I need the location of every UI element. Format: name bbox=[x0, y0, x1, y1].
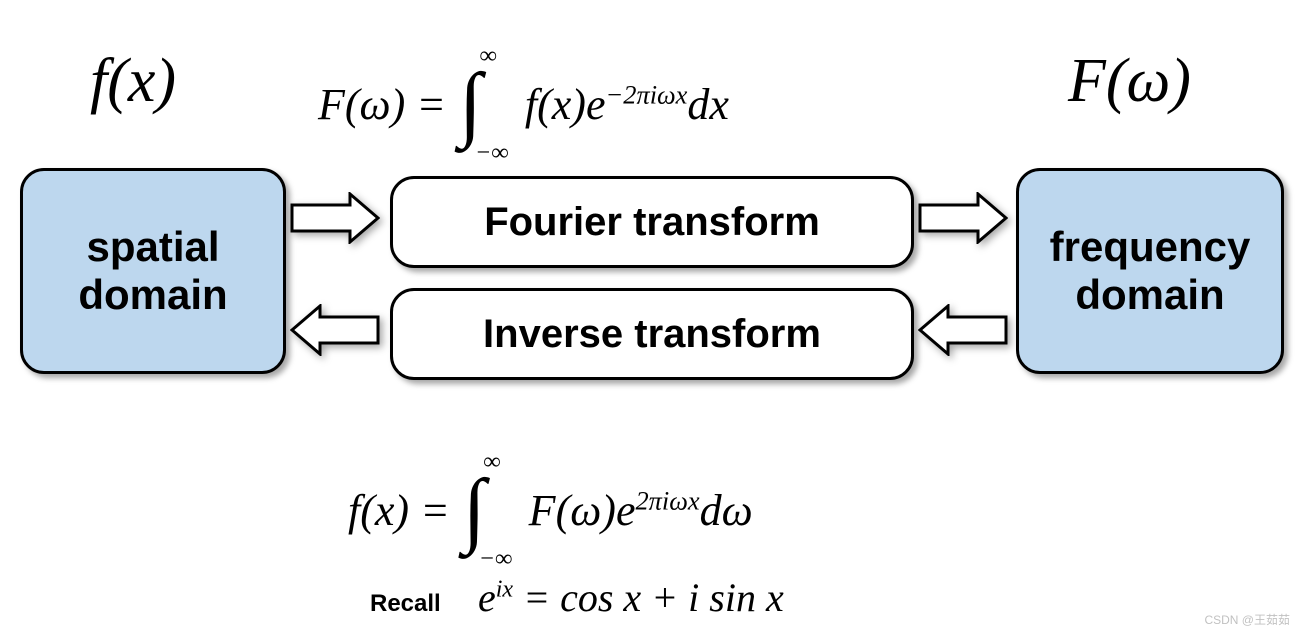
box-frequency-domain: frequency domain bbox=[1016, 168, 1284, 374]
label-fx-text: f(x) bbox=[90, 47, 176, 115]
box-frequency-line2: domain bbox=[1050, 271, 1251, 319]
arrow-spatial-to-fourier bbox=[290, 192, 380, 244]
label-Fw: F(ω) bbox=[1068, 46, 1191, 117]
box-inverse-transform: Inverse transform bbox=[390, 288, 914, 380]
box-spatial-line1: spatial bbox=[78, 223, 227, 271]
box-spatial-domain: spatial domain bbox=[20, 168, 286, 374]
label-recall: Recall bbox=[370, 590, 441, 618]
arrow-fourier-to-frequency bbox=[918, 192, 1008, 244]
arrow-frequency-to-inverse bbox=[918, 304, 1008, 356]
watermark: CSDN @王茹茹 bbox=[1204, 611, 1290, 628]
arrow-inverse-to-spatial bbox=[290, 304, 380, 356]
formula-inverse: f(x) = ∫∞−∞ F(ω)e2πiωxdω bbox=[348, 450, 753, 546]
label-Fw-text: F(ω) bbox=[1068, 47, 1191, 115]
box-fourier-transform: Fourier transform bbox=[390, 176, 914, 268]
formula-euler: eix = cos x + i sin x bbox=[478, 574, 784, 621]
box-fourier-text: Fourier transform bbox=[484, 199, 820, 245]
formula-forward: F(ω) = ∫∞−∞ f(x)e−2πiωxdx bbox=[318, 44, 729, 140]
box-inverse-text: Inverse transform bbox=[483, 311, 821, 357]
box-spatial-line2: domain bbox=[78, 271, 227, 319]
label-fx: f(x) bbox=[90, 46, 176, 117]
label-recall-text: Recall bbox=[370, 590, 441, 617]
box-frequency-line1: frequency bbox=[1050, 223, 1251, 271]
